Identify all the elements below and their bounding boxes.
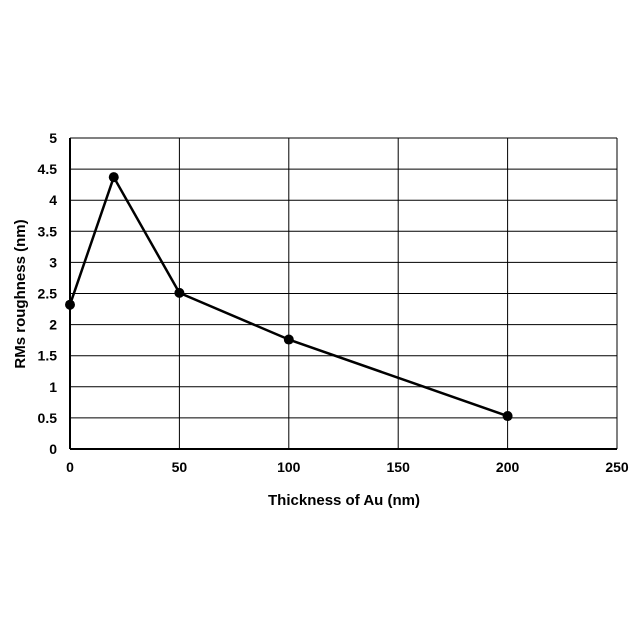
x-tick-label: 100 (277, 459, 301, 475)
data-point (109, 172, 119, 182)
y-tick-label: 1.5 (38, 348, 58, 364)
y-tick-label: 5 (49, 130, 57, 146)
y-tick-label: 3.5 (38, 223, 58, 239)
data-point (284, 335, 294, 345)
y-tick-label: 1 (49, 379, 57, 395)
y-tick-label: 3 (49, 254, 57, 270)
data-point (503, 411, 513, 421)
x-tick-label: 50 (172, 459, 188, 475)
y-tick-label: 4 (49, 192, 57, 208)
y-tick-labels: 0 0.5 1 1.5 2 2.5 3 3.5 4 4.5 5 (38, 130, 58, 457)
grid (70, 138, 617, 449)
x-tick-label: 250 (605, 459, 629, 475)
x-tick-label: 150 (387, 459, 411, 475)
x-tick-label: 0 (66, 459, 74, 475)
x-tick-labels: 0 50 100 150 200 250 (66, 459, 629, 475)
x-axis-label: Thickness of Au (nm) (268, 492, 420, 509)
data-point (174, 288, 184, 298)
y-tick-label: 0 (49, 441, 57, 457)
y-tick-label: 2.5 (38, 286, 58, 302)
x-tick-label: 200 (496, 459, 520, 475)
y-tick-label: 2 (49, 317, 57, 333)
y-axis-label: RMs roughness (nm) (12, 219, 29, 368)
y-tick-label: 4.5 (38, 161, 58, 177)
data-point (65, 300, 75, 310)
y-tick-label: 0.5 (38, 410, 58, 426)
